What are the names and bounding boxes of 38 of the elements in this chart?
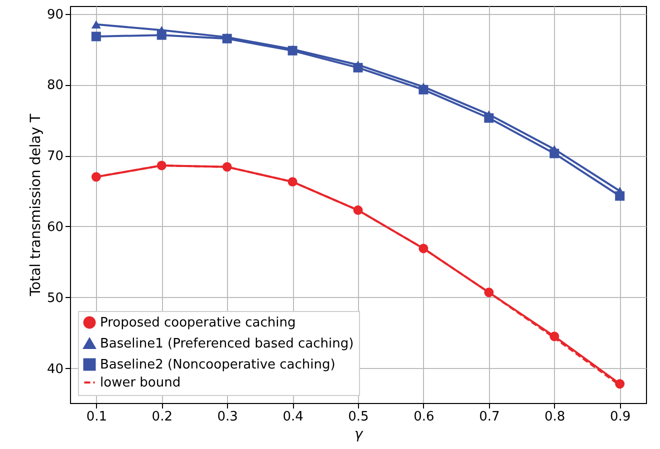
point — [91, 32, 101, 42]
y-tick-label: 40 — [46, 362, 64, 377]
x-tick-label: 0.6 — [414, 410, 434, 424]
point — [550, 148, 560, 158]
x-tick-label: 0.1 — [86, 410, 108, 424]
y-tick-label: 90 — [46, 7, 64, 22]
legend-label: Baseline1 (Preferenced based caching) — [100, 336, 354, 352]
point — [418, 244, 428, 254]
x-tick-label: 0.5 — [348, 410, 369, 424]
x-tick-label: 0.9 — [610, 410, 631, 424]
point — [222, 162, 232, 172]
x-tick-label: 0.8 — [544, 410, 566, 424]
point — [288, 177, 298, 187]
legend-label: Baseline2 (Noncooperative caching) — [100, 358, 336, 372]
point — [353, 205, 363, 215]
point — [615, 191, 625, 201]
point — [353, 62, 363, 72]
point — [156, 160, 166, 170]
x-tick-label: 0.7 — [479, 410, 500, 424]
point — [156, 30, 166, 40]
x-tick-label: 0.2 — [152, 410, 172, 424]
y-tick-label: 80 — [46, 78, 64, 94]
legend-label: Proposed cooperative caching — [100, 316, 296, 330]
x-tick-label: 0.3 — [217, 410, 238, 424]
point — [550, 332, 560, 342]
y-tick-label: 50 — [46, 290, 64, 306]
point — [91, 172, 101, 182]
point — [615, 379, 625, 389]
y-tick-label: 70 — [46, 149, 64, 164]
x-axis-title: γ — [354, 426, 364, 442]
point — [484, 113, 494, 123]
legend-label: lower bound — [100, 376, 181, 390]
point — [484, 288, 494, 298]
y-axis-title: Total transmission delay T — [28, 113, 44, 298]
y-tick-label: 60 — [46, 220, 64, 235]
x-tick-label: 0.4 — [282, 410, 304, 424]
point — [418, 84, 428, 94]
point — [91, 20, 101, 29]
